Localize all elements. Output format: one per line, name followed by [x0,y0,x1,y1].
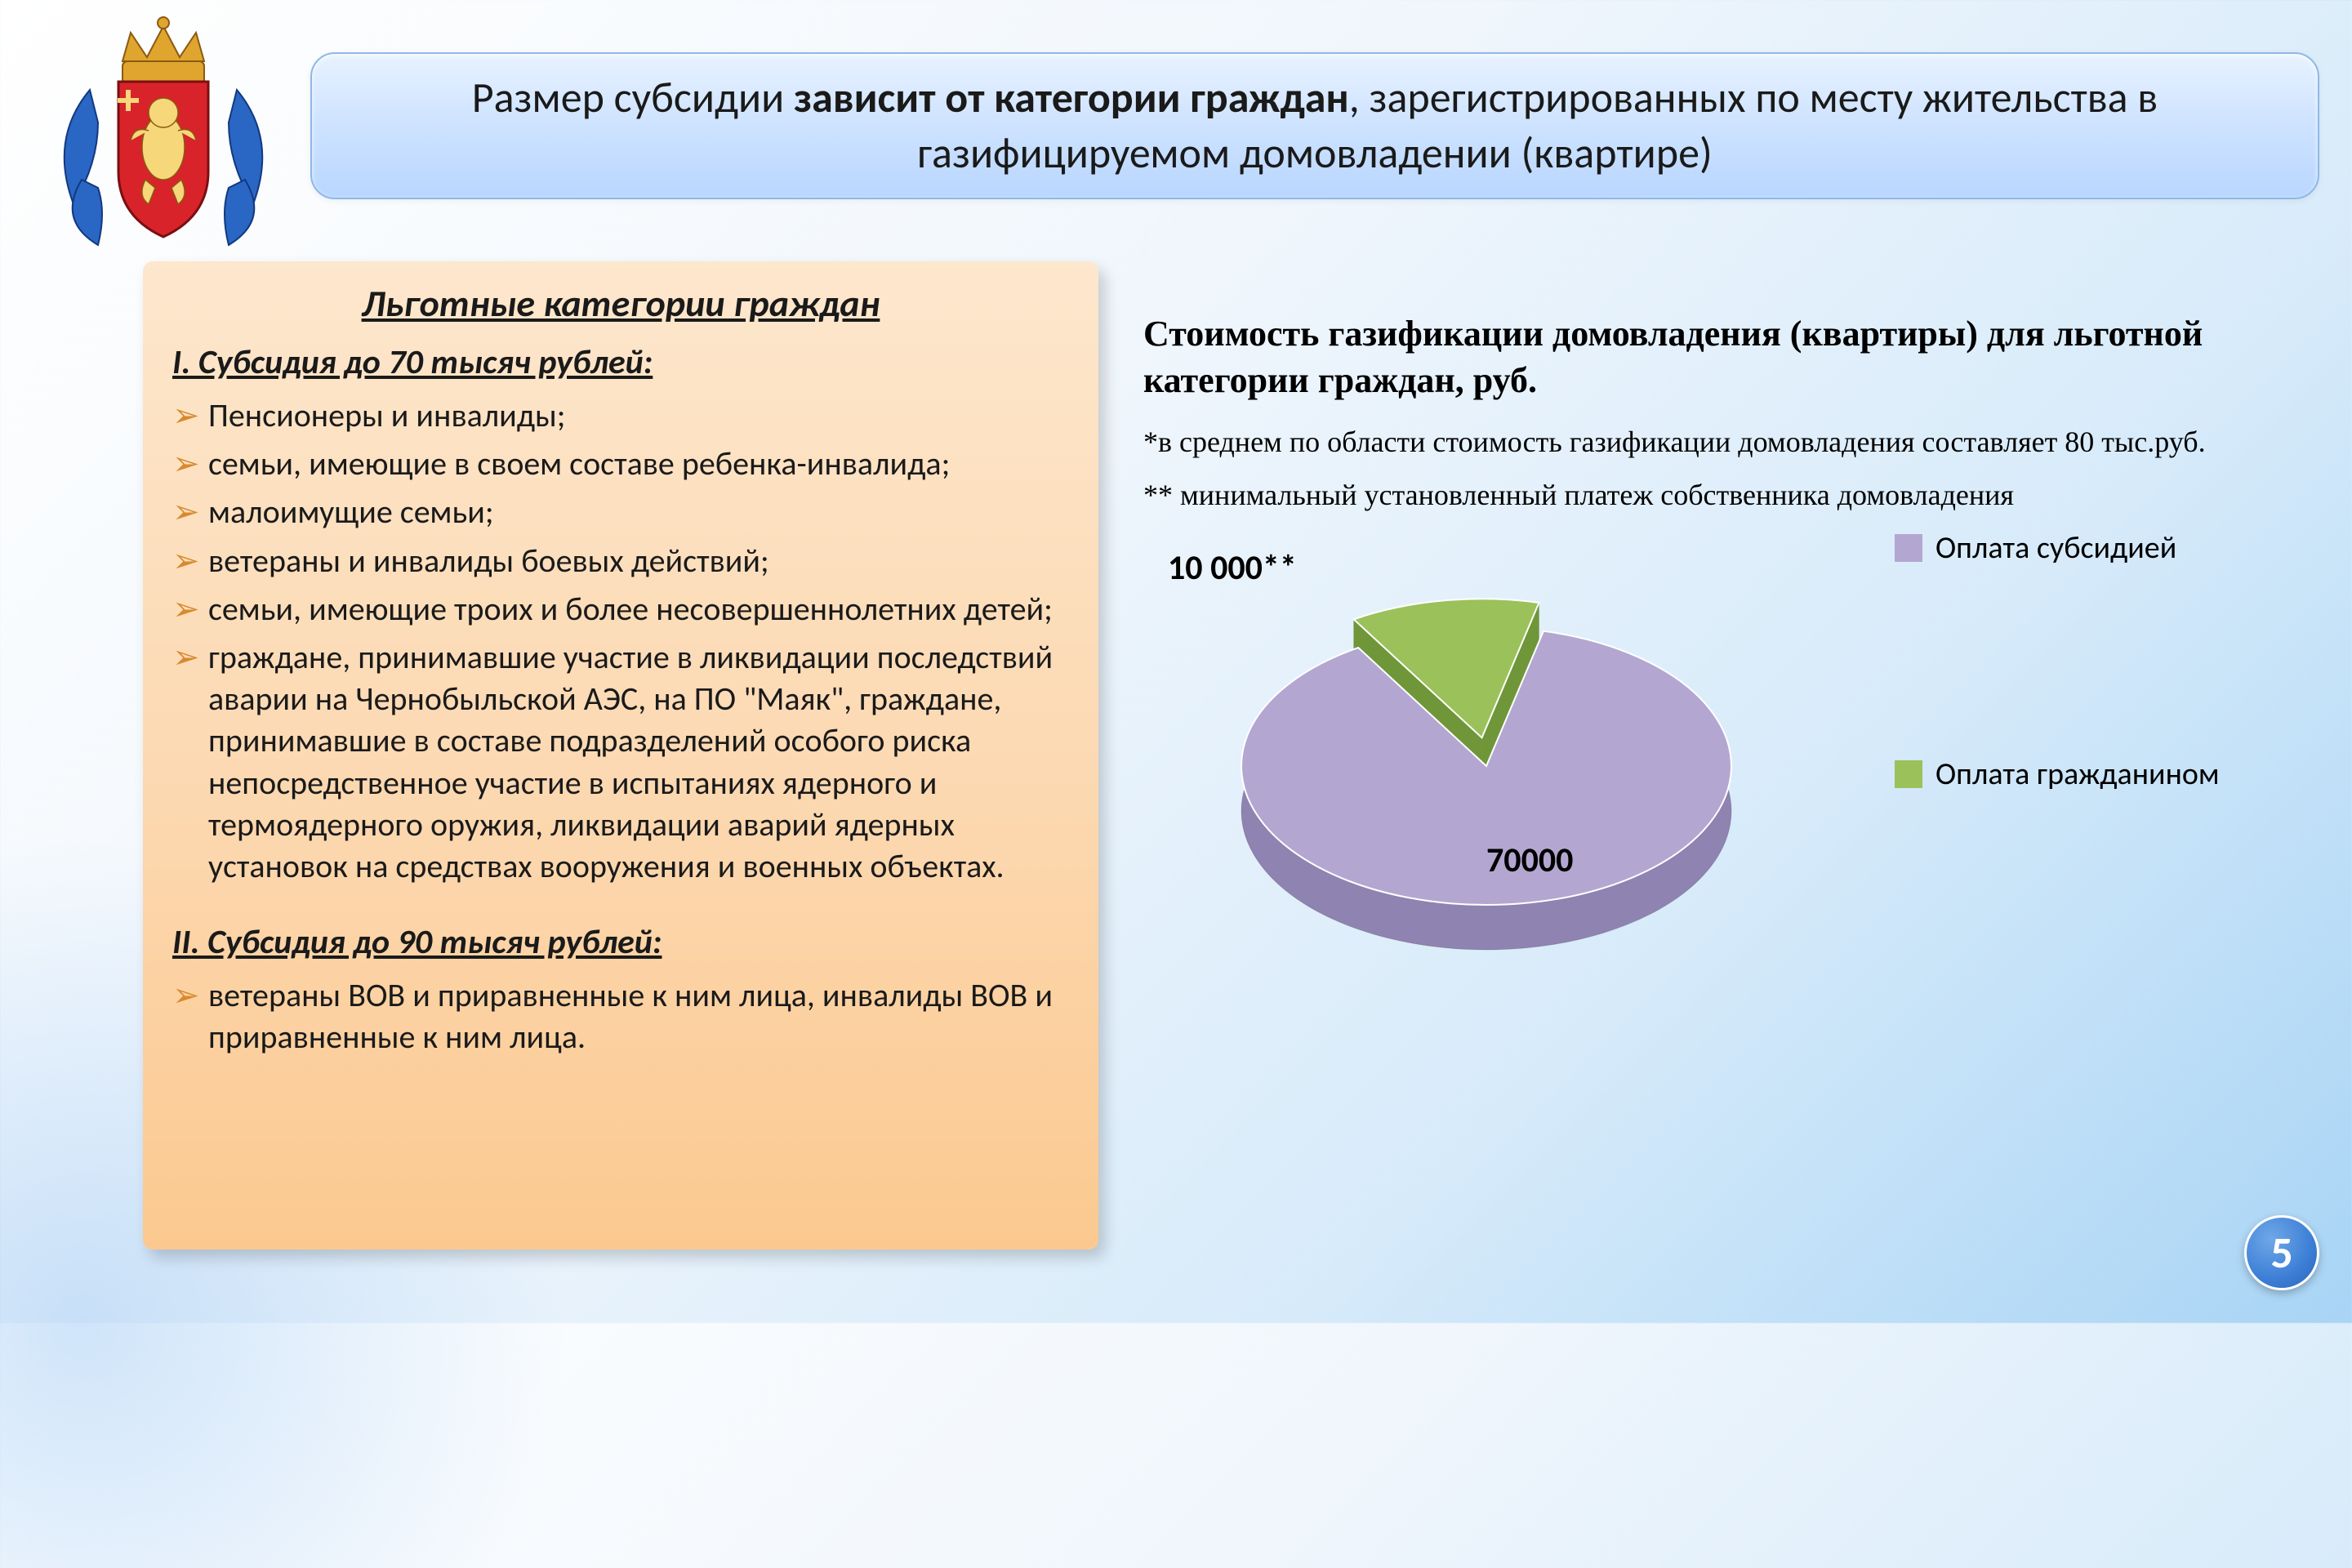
legend-item: Оплата гражданином [1895,755,2220,795]
title-text: Размер субсидии зависит от категории гра… [361,70,2269,180]
section2-title: II. Субсидия до 90 тысяч рублей: [172,921,1069,963]
list-item: семьи, имеющие в своем составе ребенка-и… [172,443,1069,484]
section2-list: ветераны ВОВ и приравненные к ним лица, … [172,974,1069,1058]
legend-swatch [1895,534,1922,562]
list-item: ветераны ВОВ и приравненные к ним лица, … [172,974,1069,1058]
list-item: Пенсионеры и инвалиды; [172,394,1069,436]
chart-note1: *в среднем по области стоимость газифика… [1143,423,2262,461]
section1-title: I. Субсидия до 70 тысяч рублей: [172,341,1069,383]
title-banner: Размер субсидии зависит от категории гра… [310,52,2319,199]
chart-note2: ** минимальный установленный платеж собс… [1143,476,2262,514]
list-item: ветераны и инвалиды боевых действий; [172,540,1069,581]
slice-label-citizen: 10 000** [1168,547,1297,589]
slice-label-subsidy: 70000 [1486,840,1573,881]
legend-swatch [1895,760,1922,788]
pie-chart: 10 000** 70000 Оплата субсидией Оплата г… [1143,529,2262,1052]
list-item: семьи, имеющие троих и более несовершенн… [172,588,1069,630]
coat-of-arms [41,16,286,261]
chart-title: Стоимость газификации домовладения (квар… [1143,310,2262,403]
categories-heading: Льготные категории граждан [172,281,1069,327]
page-number-badge: 5 [2244,1215,2319,1290]
page-number: 5 [2270,1226,2292,1280]
legend-item: Оплата субсидией [1895,529,2220,568]
categories-panel: Льготные категории граждан I. Субсидия д… [143,261,1098,1250]
legend-label: Оплата субсидией [1936,529,2176,568]
list-item: граждане, принимавшие участие в ликвидац… [172,636,1069,887]
title-pre: Размер субсидии [472,71,794,123]
section1-list: Пенсионеры и инвалиды; семьи, имеющие в … [172,394,1069,887]
list-item: малоимущие семьи; [172,491,1069,532]
legend-label: Оплата гражданином [1936,755,2220,795]
pie-svg [1176,586,1797,978]
title-bold: зависит от категории граждан [794,71,1349,123]
chart-legend: Оплата субсидией Оплата гражданином [1895,529,2220,982]
chart-area: Стоимость газификации домовладения (квар… [1143,310,2262,1127]
